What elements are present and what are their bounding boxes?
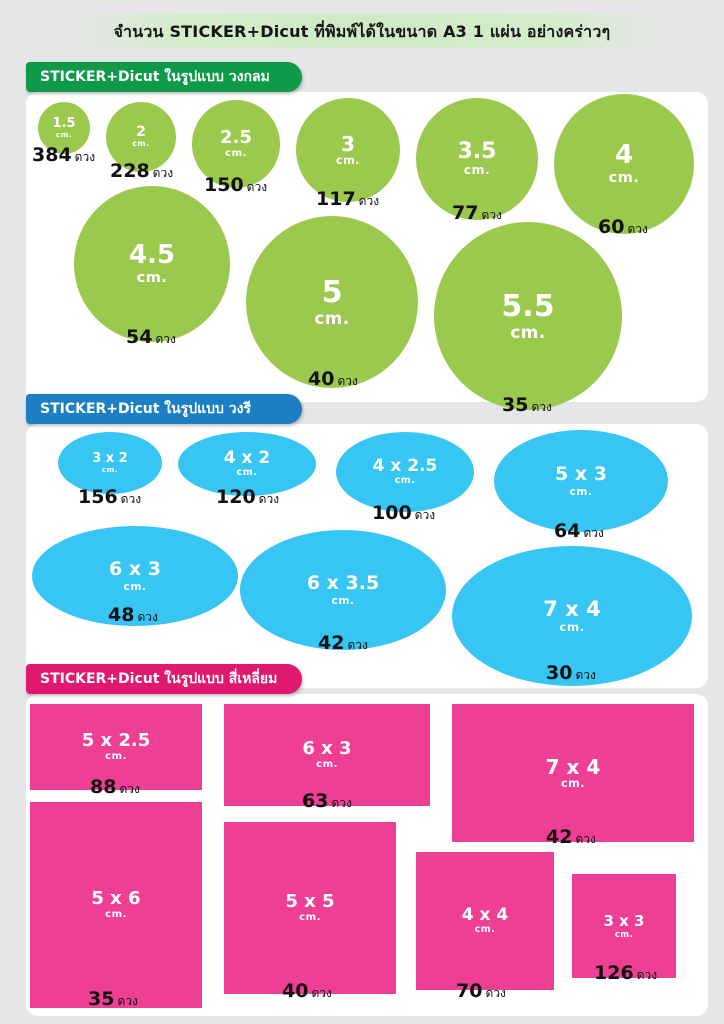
circle-sticker-3-5: 3.5 cm. [416, 98, 538, 220]
count-label: 40 ดวง [308, 368, 358, 390]
count-label: 64 ดวง [554, 520, 604, 542]
rect-sticker-7x4: 7 x 4 cm. [452, 704, 694, 842]
oval-section-tag: STICKER+Dicut ในรูปแบบ วงรี [26, 394, 302, 424]
circle-sticker-4: 4 cm. [554, 94, 694, 234]
rect-sticker-5x5: 5 x 5 cm. [224, 822, 396, 994]
count-label: 126 ดวง [594, 962, 658, 984]
rect-sticker-5x6: 5 x 6 cm. [30, 802, 202, 1008]
count-label: 42 ดวง [546, 826, 596, 848]
circle-sticker-5-5: 5.5 cm. [434, 222, 622, 410]
count-label: 42 ดวง [318, 632, 368, 654]
count-label: 48 ดวง [108, 604, 158, 626]
rect-sticker-4x4: 4 x 4 cm. [416, 852, 554, 990]
count-label: 117 ดวง [316, 188, 380, 210]
circle-sticker-5: 5 cm. [246, 216, 418, 388]
oval-sticker-6x3-5: 6 x 3.5 cm. [240, 530, 446, 650]
count-label: 228 ดวง [110, 160, 174, 182]
circle-section-tag: STICKER+Dicut ในรูปแบบ วงกลม [26, 62, 302, 92]
count-label: 77 ดวง [452, 202, 502, 224]
count-label: 120 ดวง [216, 486, 280, 508]
circle-sticker-2-5: 2.5 cm. [192, 100, 280, 188]
oval-sticker-4x2: 4 x 2 cm. [178, 432, 316, 496]
circle-sticker-1-5: 1.5 cm. [38, 102, 90, 154]
oval-sticker-7x4: 7 x 4 cm. [452, 546, 692, 686]
oval-sticker-4x2-5: 4 x 2.5 cm. [336, 432, 474, 512]
title-banner [60, 14, 670, 48]
count-label: 100 ดวง [372, 502, 436, 524]
count-label: 60 ดวง [598, 216, 648, 238]
oval-sticker-6x3: 6 x 3 cm. [32, 526, 238, 626]
rect-sticker-5x2-5: 5 x 2.5 cm. [30, 704, 202, 790]
circle-sticker-3: 3 cm. [296, 98, 400, 202]
rect-section-tag: STICKER+Dicut ในรูปแบบ สี่เหลี่ยม [26, 664, 302, 694]
count-label: 150 ดวง [204, 174, 268, 196]
circle-sticker-4-5: 4.5 cm. [74, 186, 230, 342]
circle-sticker-2: 2 cm. [106, 102, 176, 172]
oval-sticker-3x2: 3 x 2 cm. [58, 432, 162, 494]
count-label: 156 ดวง [78, 486, 142, 508]
count-label: 88 ดวง [90, 776, 140, 798]
count-label: 30 ดวง [546, 662, 596, 684]
count-label: 40 ดวง [282, 980, 332, 1002]
count-label: 54 ดวง [126, 326, 176, 348]
count-label: 384 ดวง [32, 144, 96, 166]
count-label: 35 ดวง [88, 988, 138, 1010]
count-label: 35 ดวง [502, 394, 552, 416]
count-label: 63 ดวง [302, 790, 352, 812]
page-title: จำนวน STICKER+Dicut ที่พิมพ์ได้ในขนาด A3… [113, 22, 611, 41]
rect-sticker-6x3: 6 x 3 cm. [224, 704, 430, 806]
count-label: 70 ดวง [456, 980, 506, 1002]
oval-sticker-5x3: 5 x 3 cm. [494, 430, 668, 532]
rect-sticker-3x3: 3 x 3 cm. [572, 874, 676, 978]
